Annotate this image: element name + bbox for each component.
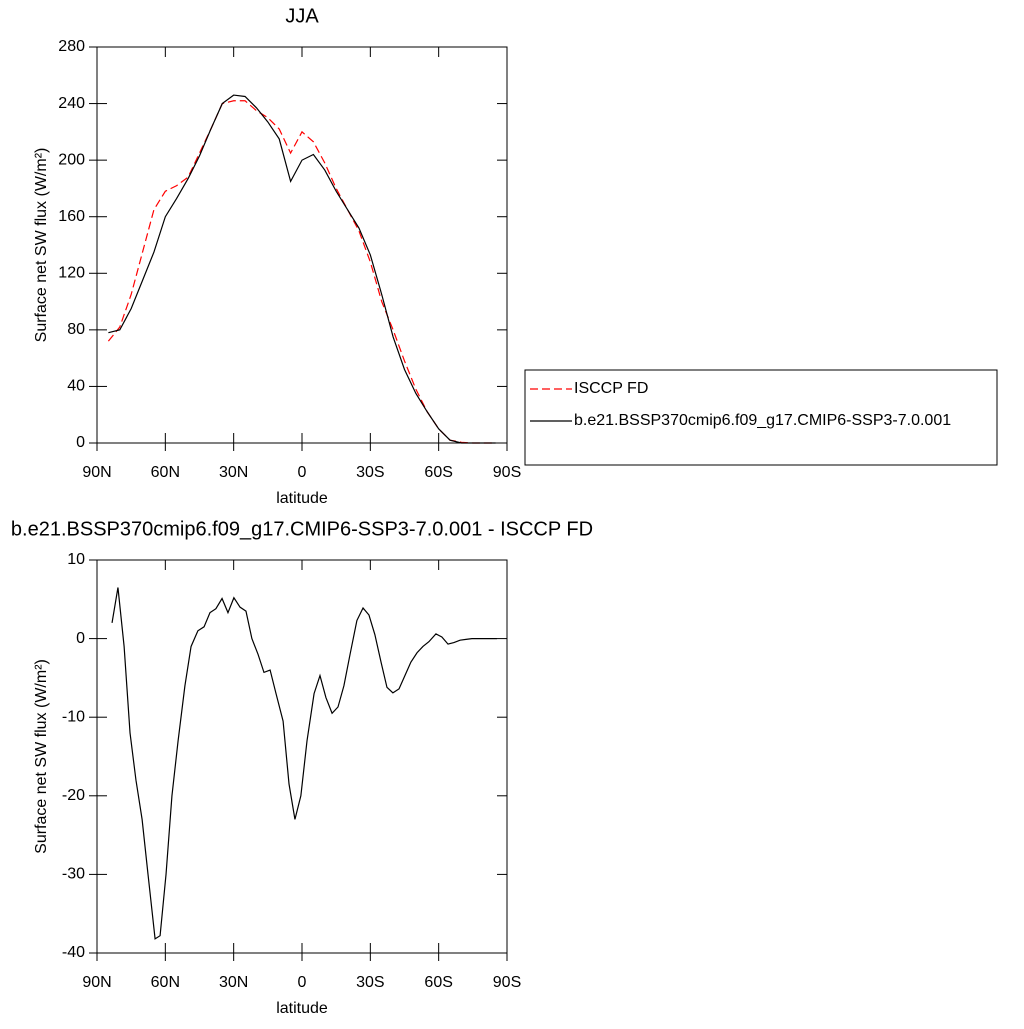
y-tick-label: 0 bbox=[76, 630, 85, 647]
y-tick-label: -20 bbox=[62, 787, 85, 804]
y-tick-label: 240 bbox=[58, 95, 85, 112]
x-tick-label: 60N bbox=[151, 464, 180, 481]
x-tick-label: 60S bbox=[424, 464, 452, 481]
y-tick-label: -10 bbox=[62, 708, 85, 725]
data-line bbox=[108, 94, 496, 444]
data-line bbox=[111, 587, 497, 940]
chart-title: b.e21.BSSP370cmip6.f09_g17.CMIP6-SSP3-7.… bbox=[11, 518, 593, 540]
y-tick-label: 120 bbox=[58, 265, 85, 282]
plot-frame bbox=[96, 46, 508, 444]
x-tick-label: 90N bbox=[82, 974, 111, 991]
x-tick-label: 90S bbox=[493, 974, 521, 991]
y-tick-label: 160 bbox=[58, 208, 85, 225]
y-axis-label: Surface net SW flux (W/m²) bbox=[33, 659, 50, 854]
y-tick-label: -30 bbox=[62, 866, 85, 883]
chart-title: JJA bbox=[285, 5, 319, 27]
legend-box bbox=[524, 369, 998, 466]
x-axis-label: latitude bbox=[276, 490, 328, 507]
x-tick-label: 30N bbox=[219, 974, 248, 991]
y-tick-label: 80 bbox=[67, 321, 85, 338]
x-tick-label: 60N bbox=[151, 974, 180, 991]
x-axis-label: latitude bbox=[276, 1000, 328, 1017]
plot-frame bbox=[96, 559, 508, 954]
y-tick-label: 200 bbox=[58, 151, 85, 168]
y-axis-label: Surface net SW flux (W/m²) bbox=[33, 148, 50, 343]
x-tick-label: 60S bbox=[424, 974, 452, 991]
y-tick-label: 280 bbox=[58, 38, 85, 55]
x-tick-label: 0 bbox=[298, 464, 307, 481]
y-tick-label: 0 bbox=[76, 434, 85, 451]
data-line bbox=[107, 100, 496, 444]
x-tick-label: 30S bbox=[356, 464, 384, 481]
y-tick-label: 40 bbox=[67, 378, 85, 395]
x-tick-label: 30S bbox=[356, 974, 384, 991]
y-tick-label: 10 bbox=[67, 551, 85, 568]
x-tick-label: 0 bbox=[298, 974, 307, 991]
legend-label: b.e21.BSSP370cmip6.f09_g17.CMIP6-SSP3-7.… bbox=[574, 412, 951, 429]
x-tick-label: 30N bbox=[219, 464, 248, 481]
legend-label: ISCCP FD bbox=[574, 380, 648, 397]
y-tick-label: -40 bbox=[62, 944, 85, 961]
x-tick-label: 90S bbox=[493, 464, 521, 481]
x-tick-label: 90N bbox=[82, 464, 111, 481]
